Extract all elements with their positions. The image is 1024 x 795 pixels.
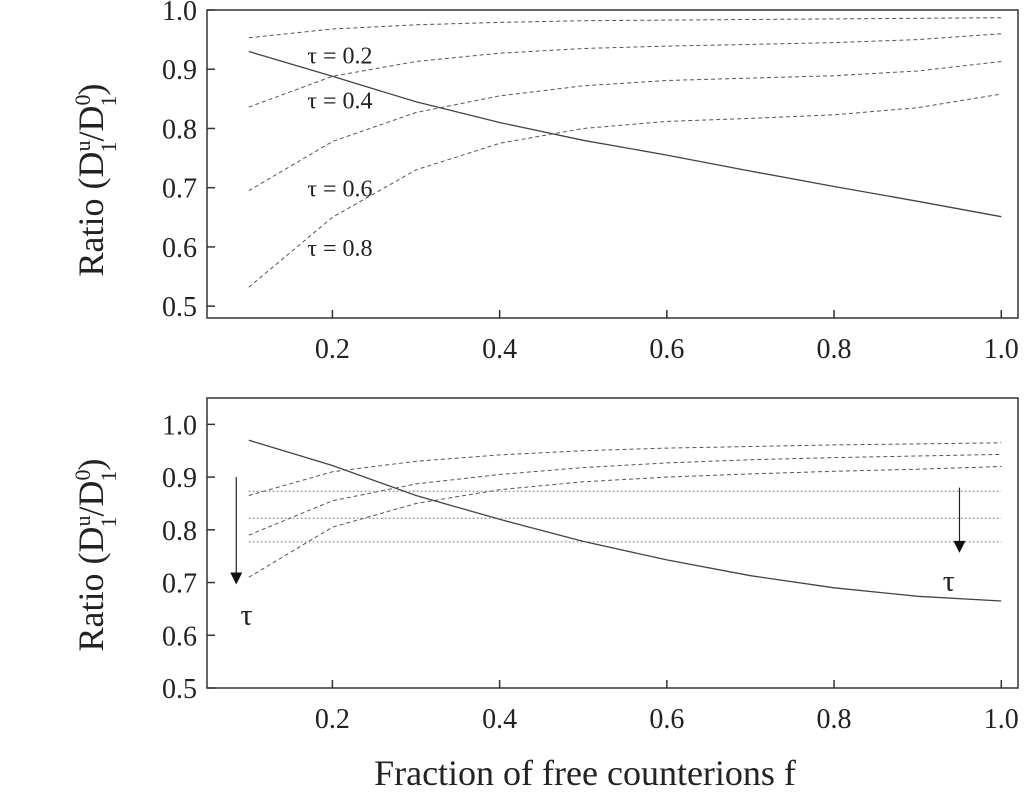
top-y-tick-label: 0.7 [162,174,197,205]
bottom-arrow-head-1 [230,572,243,585]
top-y-tick-label: 0.8 [162,114,197,145]
bottom-annotation-2: τ [943,564,955,597]
bottom-y-axis-label: Ratio (Du1/D01) [70,459,121,652]
top-y-axis-label: Ratio (Du1/D01) [70,84,121,277]
bottom-y-tick-label: 0.6 [162,621,197,652]
bottom-y-tick-label: 0.5 [162,674,197,705]
top-y-tick-label: 1.0 [162,0,197,27]
bottom-y-tick-label: 0.8 [162,516,197,547]
top-series-line-2 [248,17,1002,39]
top-x-tick-label: 0.6 [649,334,684,365]
bottom-annotation-1: τ [240,599,252,632]
top-annotation-1: τ = 0.2 [307,43,372,69]
top-x-tick-label: 0.8 [817,334,852,365]
top-x-tick-label: 0.4 [482,334,517,365]
bottom-series-line-4 [248,466,1002,578]
top-x-tick-label: 1.0 [984,334,1019,365]
bottom-plot-frame [206,397,1019,689]
top-series-line-5 [248,93,1002,288]
top-annotation-3: τ = 0.6 [307,177,372,203]
bottom-x-tick-label: 1.0 [984,704,1019,735]
bottom-x-tick-label: 0.2 [315,704,350,735]
bottom-series-line-2 [248,442,1002,496]
top-y-tick-label: 0.9 [162,55,197,86]
x-axis-label: Fraction of free counterions f [374,753,796,793]
bottom-x-tick-label: 0.8 [817,704,852,735]
top-annotation-4: τ = 0.8 [307,236,372,262]
top-series-line-1 [248,50,1002,218]
bottom-series-line-1 [248,439,1002,602]
bottom-y-tick-label: 0.9 [162,463,197,494]
bottom-series-line-3 [248,453,1002,536]
top-y-tick-label: 0.5 [162,292,197,323]
bottom-y-tick-label: 0.7 [162,569,197,600]
bottom-y-tick-label: 1.0 [162,410,197,441]
bottom-x-tick-label: 0.6 [649,704,684,735]
top-annotation-2: τ = 0.4 [307,88,372,114]
bottom-x-tick-label: 0.4 [482,704,517,735]
top-y-tick-label: 0.6 [162,233,197,264]
top-x-tick-label: 0.2 [315,334,350,365]
top-series-line-4 [248,61,1002,192]
bottom-panel: 0.2 0.4 0.6 0.8 1.0 0.5 0.6 0.7 0.8 0.9 1.0 τ τ Rat… [70,397,1019,793]
top-panel: 0.2 0.4 0.6 0.8 1.0 0.5 0.6 0.7 0.8 0.9 1.0 τ = 0.… [70,0,1019,365]
bottom-arrow-head-2 [953,540,966,553]
top-plot-frame [206,9,1019,319]
